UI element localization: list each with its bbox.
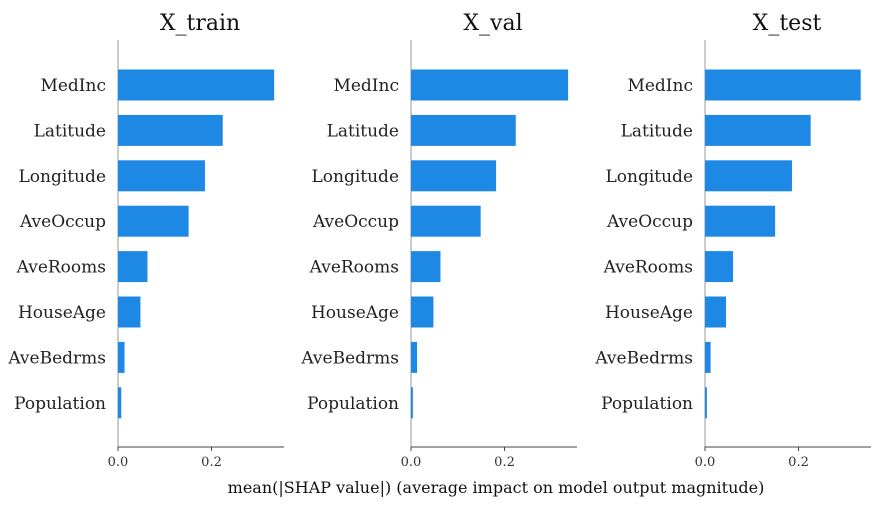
x-tick-label: 0.0 <box>695 455 716 470</box>
y-tick-label: MedInc <box>333 76 399 96</box>
bar-averooms <box>411 251 441 283</box>
bar-houseage <box>118 296 141 328</box>
y-tick-label: AveBedrms <box>300 348 399 368</box>
bar-avebedrms <box>118 341 125 373</box>
chart-panel-x-train: X_train MedInc Latitude Longitude AveOccup Av… <box>7 11 284 470</box>
y-tick-label: Longitude <box>311 167 399 187</box>
bar-avebedrms <box>705 341 711 373</box>
bar-latitude <box>705 114 811 146</box>
y-tick-label: Longitude <box>605 167 693 187</box>
y-tick-label: HouseAge <box>311 303 399 323</box>
bar-longitude <box>118 160 205 192</box>
y-tick-label: HouseAge <box>18 303 106 323</box>
y-tick-label: AveBedrms <box>594 348 693 368</box>
x-tick-label: 0.2 <box>788 455 809 470</box>
y-tick-label: MedInc <box>40 76 106 96</box>
bar-longitude <box>411 160 497 192</box>
bar-houseage <box>705 296 727 328</box>
bar-medinc <box>705 69 861 101</box>
bar-averooms <box>705 251 734 283</box>
x-tick-label: 0.2 <box>201 455 222 470</box>
y-tick-label: AveRooms <box>16 258 106 278</box>
bar-medinc <box>118 69 275 101</box>
chart-title: X_test <box>753 11 822 36</box>
bar-aveoccup <box>705 205 776 237</box>
bar-averooms <box>118 251 148 283</box>
y-tick-label: HouseAge <box>605 303 693 323</box>
y-tick-label: MedInc <box>627 76 693 96</box>
bar-aveoccup <box>411 205 481 237</box>
y-tick-label: Population <box>601 394 693 414</box>
y-tick-label: Latitude <box>34 121 106 141</box>
bar-population <box>411 387 413 419</box>
bar-avebedrms <box>411 341 418 373</box>
chart-title: X_val <box>463 11 522 36</box>
bar-longitude <box>705 160 792 192</box>
y-tick-label: AveOccup <box>312 212 399 232</box>
y-tick-label: AveRooms <box>603 258 693 278</box>
y-tick-label: AveOccup <box>19 212 106 232</box>
y-tick-label: Latitude <box>327 121 399 141</box>
x-tick-label: 0.0 <box>108 455 129 470</box>
bar-population <box>118 387 122 419</box>
bar-latitude <box>411 114 516 146</box>
x-tick-label: 0.0 <box>401 455 422 470</box>
bar-houseage <box>411 296 434 328</box>
bar-population <box>705 387 707 419</box>
chart-panel-x-test: X_test MedInc Latitude Longitude AveOccup Ave… <box>594 11 871 470</box>
bar-latitude <box>118 114 223 146</box>
y-tick-label: Latitude <box>621 121 693 141</box>
y-tick-label: AveRooms <box>309 258 399 278</box>
y-tick-label: Population <box>14 394 106 414</box>
y-tick-label: AveBedrms <box>7 348 106 368</box>
chart-panel-x-val: X_val MedInc Latitude Longitude AveOccup AveR… <box>300 11 577 470</box>
y-tick-label: AveOccup <box>606 212 693 232</box>
shared-x-axis-label: mean(|SHAP value|) (average impact on mo… <box>228 478 765 497</box>
chart-title: X_train <box>160 11 240 36</box>
y-tick-label: Population <box>307 394 399 414</box>
y-tick-label: Longitude <box>18 167 106 187</box>
x-tick-label: 0.2 <box>494 455 515 470</box>
bar-medinc <box>411 69 569 101</box>
bar-aveoccup <box>118 205 189 237</box>
